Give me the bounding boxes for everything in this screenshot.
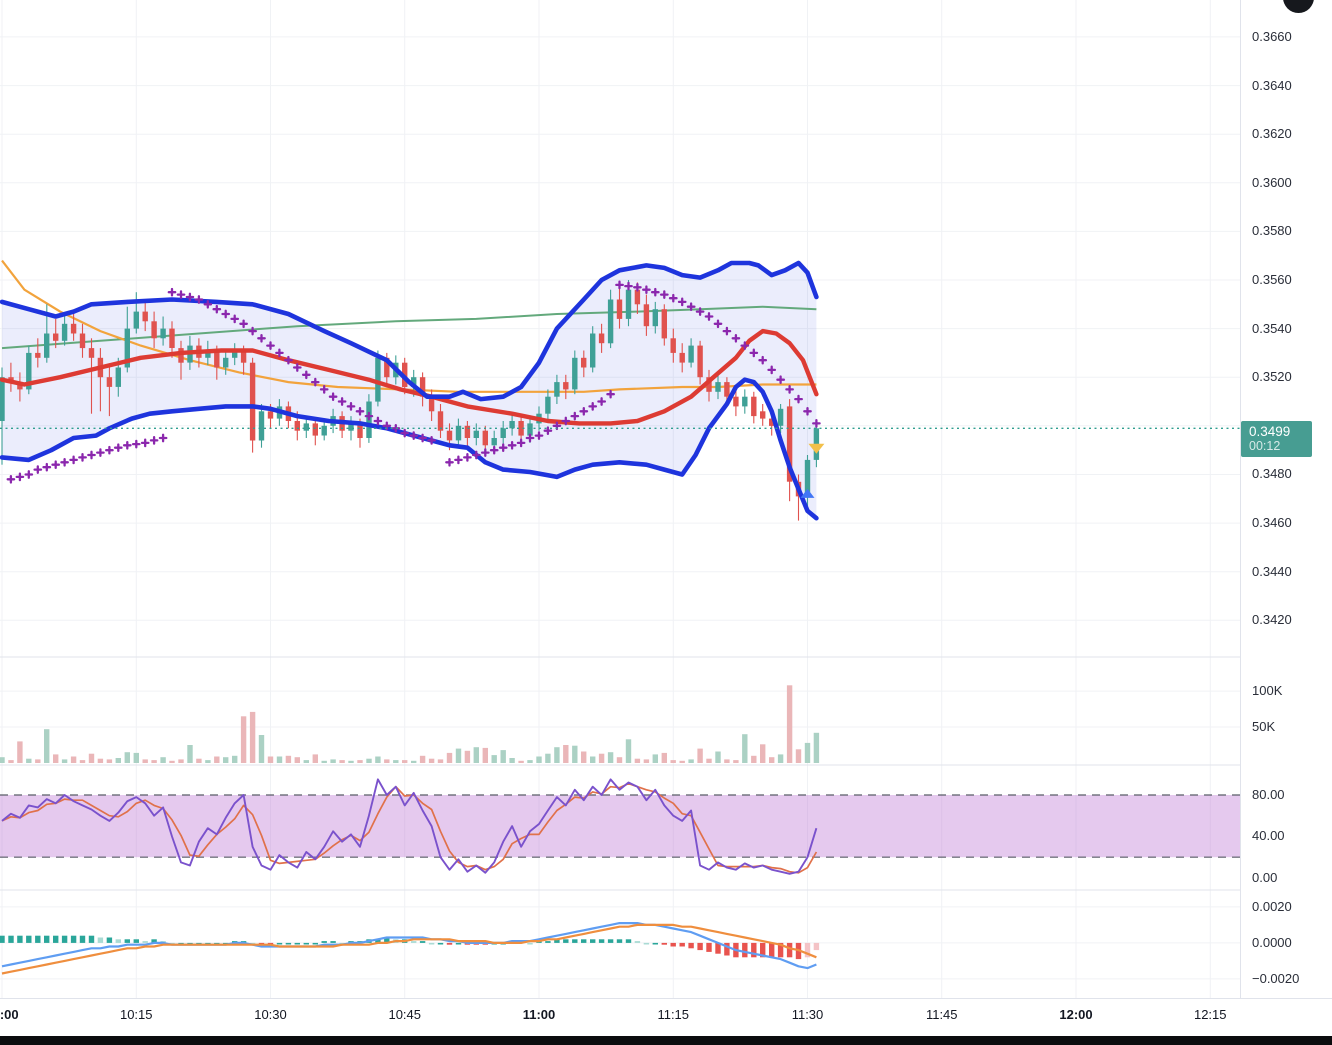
axis-tick-label: −0.0020 <box>1252 970 1300 986</box>
time-tick-label: 11:15 <box>657 1007 690 1022</box>
stoch-d-line <box>1 782 818 874</box>
macd-line <box>1 921 817 970</box>
axis-tick-label: 0.3600 <box>1252 174 1292 190</box>
ma-orange-line <box>1 259 817 393</box>
chart-plot-area[interactable] <box>0 0 1240 1036</box>
bottom-bar <box>0 1036 1332 1045</box>
stoch-k-line <box>1 778 818 875</box>
time-tick-label: 11:00 <box>522 1007 556 1022</box>
price-axis[interactable]: 0.3499 00:12 0.3660 0.3640 0.3620 0.3600 0.3… <box>1240 0 1332 1036</box>
time-tick-label: 11:30 <box>791 1007 824 1022</box>
axis-tick-label: 0.3440 <box>1252 563 1292 579</box>
buy-marker <box>800 488 815 498</box>
time-tick-label: 10:15 <box>119 1007 153 1022</box>
time-tick-label: 10:00 <box>0 1007 19 1022</box>
axis-tick-label: 0.3460 <box>1252 515 1292 531</box>
axis-tick-label: 0.3640 <box>1252 77 1292 93</box>
time-tick-label: 10:45 <box>388 1007 422 1022</box>
axis-tick-label: 0.0000 <box>1252 934 1292 950</box>
last-price-badge: 0.3499 00:12 <box>1241 421 1312 458</box>
volume-bars <box>0 685 820 763</box>
axis-tick-label: 0.3520 <box>1252 369 1292 385</box>
axis-tick-label: 80.00 <box>1252 786 1285 802</box>
time-tick-label: 10:30 <box>254 1007 287 1022</box>
time-tick-label: 11:45 <box>925 1007 958 1022</box>
macd-signal-line <box>1 923 817 975</box>
axis-tick-label: 0.3560 <box>1252 272 1292 287</box>
last-price-value: 0.3499 <box>1249 424 1291 440</box>
account-button[interactable] <box>1283 0 1314 13</box>
psar-markers <box>6 280 821 484</box>
axis-tick-label: 0.3580 <box>1252 223 1292 239</box>
axis-tick-label: 0.3540 <box>1252 320 1292 336</box>
grid-horizontal <box>0 36 1240 980</box>
axis-tick-label: 0.3620 <box>1252 126 1292 142</box>
axis-tick-label: 0.3420 <box>1252 612 1292 628</box>
axis-tick-label: 0.00 <box>1252 869 1278 885</box>
axis-tick-label: 0.3480 <box>1252 466 1292 482</box>
time-tick-label: 12:15 <box>1193 1007 1227 1022</box>
ma-green-line <box>1 305 817 350</box>
axis-tick-label: 100K <box>1252 683 1283 699</box>
grid-vertical <box>1 0 1211 998</box>
axis-tick-label: 0.0020 <box>1252 898 1292 914</box>
axis-tick-label: 50K <box>1252 719 1276 735</box>
bollinger-lower-line <box>0 377 819 521</box>
countdown-timer: 00:12 <box>1249 439 1281 454</box>
bollinger-upper-line <box>0 260 819 402</box>
axis-tick-label: 40.00 <box>1252 828 1285 844</box>
bollinger-basis-line <box>0 328 819 426</box>
time-axis[interactable]: 10:00 10:15 10:30 10:45 11:00 11:15 11:30 11:45… <box>0 998 1332 1036</box>
time-tick-label: 12:00 <box>1059 1007 1093 1022</box>
axis-tick-label: 0.3660 <box>1252 28 1292 44</box>
sell-marker <box>808 443 825 454</box>
